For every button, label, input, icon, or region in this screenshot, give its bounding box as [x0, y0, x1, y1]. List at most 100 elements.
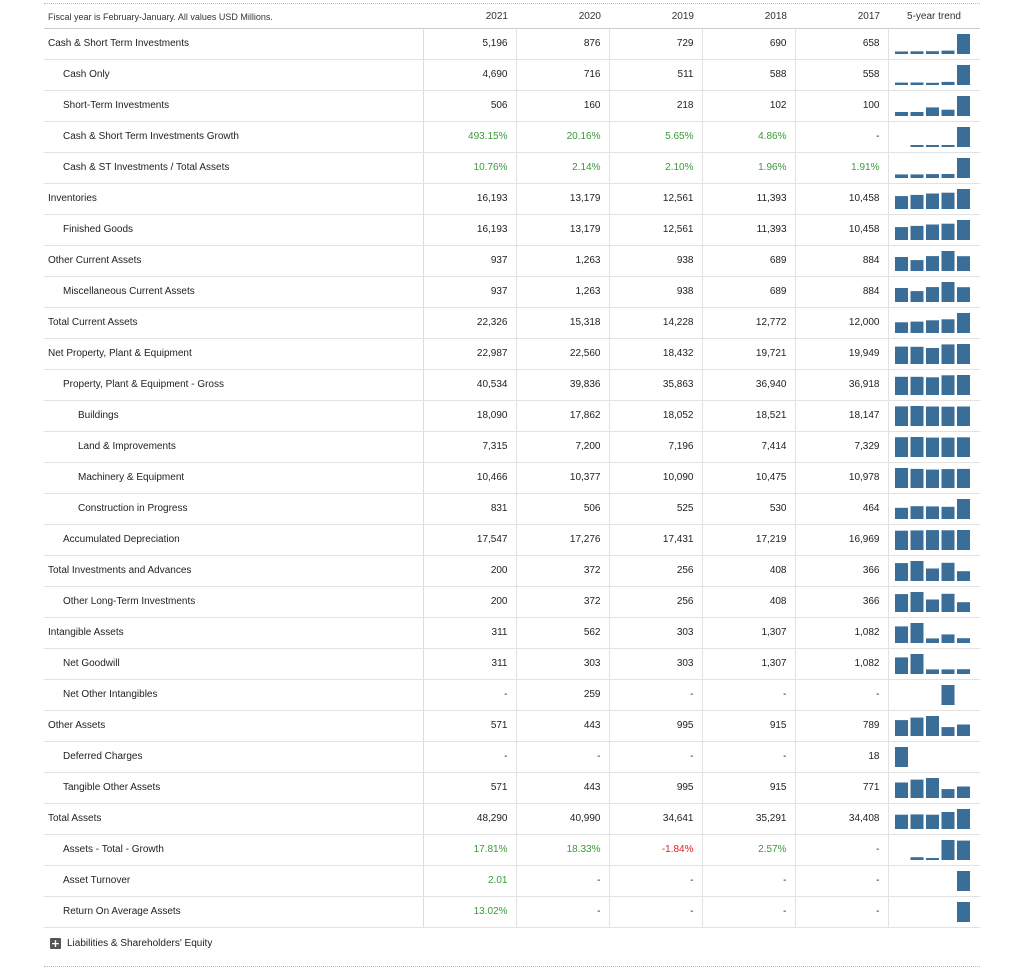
trend-cell	[887, 679, 980, 711]
trend-bar	[941, 668, 954, 674]
table-row: Total Investments and Advances 200 372 256 4…	[44, 555, 980, 587]
trend-bar	[910, 194, 923, 209]
trend-bar	[910, 505, 923, 519]
plus-icon[interactable]: +	[50, 937, 61, 950]
trend-sparkbar	[894, 622, 970, 643]
trend-bar	[925, 814, 939, 829]
value-cell-2020: -	[515, 896, 609, 928]
trend-bar	[941, 281, 954, 302]
trend-bar	[894, 746, 908, 767]
trend-cell	[887, 28, 980, 60]
trend-sparkbar	[894, 405, 970, 426]
trend-cell	[887, 462, 980, 494]
trend-cell	[887, 586, 980, 618]
value-cell-2017: 18,147	[794, 400, 888, 432]
trend-bar	[910, 50, 923, 54]
value-cell-2019: 10,090	[608, 462, 702, 494]
table-row: Cash & Short Term Investments 5,196 876 729…	[44, 28, 980, 60]
trend-bar	[956, 255, 970, 271]
value-cell-2021: 831	[422, 493, 516, 525]
value-cell-2020: 506	[515, 493, 609, 525]
trend-bar	[894, 625, 908, 643]
trend-bar	[910, 529, 923, 550]
value-cell-2020: 160	[515, 90, 609, 122]
value-cell-2021: 17.81%	[422, 834, 516, 866]
value-cell-2019: 303	[608, 617, 702, 649]
trend-bar	[941, 173, 954, 178]
trend-bar	[941, 250, 954, 271]
trend-bar	[956, 188, 970, 209]
row-label: Buildings	[44, 400, 423, 432]
row-label: Finished Goods	[44, 214, 423, 246]
value-cell-2018: 1.96%	[701, 152, 795, 184]
trend-bar	[956, 840, 970, 860]
value-cell-2017: 10,458	[794, 183, 888, 215]
row-label: Deferred Charges	[44, 741, 423, 773]
year-header-2019: 2019	[609, 6, 702, 29]
trend-header: 5-year trend	[888, 6, 980, 29]
value-cell-2019: 218	[608, 90, 702, 122]
value-cell-2021: 17,547	[422, 524, 516, 556]
trend-bar	[956, 436, 970, 457]
value-cell-2017: 34,408	[794, 803, 888, 835]
trend-bar	[956, 808, 970, 829]
trend-bar	[941, 406, 954, 426]
trend-bar	[910, 622, 923, 643]
trend-bar	[910, 856, 923, 860]
trend-bar	[956, 529, 970, 550]
trend-bar	[894, 814, 908, 829]
trend-sparkbar	[910, 126, 970, 147]
trend-sparkbar	[894, 374, 970, 395]
trend-bar	[956, 157, 970, 178]
trend-bar	[894, 195, 908, 209]
table-row: Inventories 16,193 13,179 12,561 11,393 10,45…	[44, 183, 980, 215]
value-cell-2021: 4,690	[422, 59, 516, 91]
trend-cell	[887, 896, 980, 928]
row-label: Tangible Other Assets	[44, 772, 423, 804]
value-cell-2021: 16,193	[422, 214, 516, 246]
row-label: Cash & Short Term Investments Growth	[44, 121, 423, 153]
value-cell-2020: 443	[515, 710, 609, 742]
value-cell-2017: 36,918	[794, 369, 888, 401]
value-cell-2021: 22,326	[422, 307, 516, 339]
trend-sparkbar	[894, 33, 970, 54]
value-cell-2020: 40,990	[515, 803, 609, 835]
table-row: Construction in Progress 831 506 525 530 464	[44, 493, 980, 525]
table-row: Land & Improvements 7,315 7,200 7,196 7,414 7…	[44, 431, 980, 463]
row-label: Inventories	[44, 183, 423, 215]
value-cell-2020: 7,200	[515, 431, 609, 463]
value-cell-2017: 884	[794, 245, 888, 277]
value-cell-2018: 10,475	[701, 462, 795, 494]
value-cell-2017: 884	[794, 276, 888, 308]
row-label: Cash Only	[44, 59, 423, 91]
trend-bar	[910, 225, 923, 240]
value-cell-2018: 4.86%	[701, 121, 795, 153]
table-row: Net Other Intangibles -259- - -	[44, 679, 980, 711]
fiscal-year-note: Fiscal year is February-January. All val…	[44, 6, 423, 29]
table-row: Asset Turnover 2.01- - - -	[44, 865, 980, 897]
trend-bar	[910, 436, 923, 457]
value-cell-2021: 40,534	[422, 369, 516, 401]
trend-bar	[894, 173, 908, 178]
row-label: Total Investments and Advances	[44, 555, 423, 587]
value-cell-2019: 256	[608, 586, 702, 618]
value-cell-2018: 408	[701, 586, 795, 618]
row-label: Assets - Total - Growth	[44, 834, 423, 866]
value-cell-2017: -	[794, 896, 888, 928]
value-cell-2017: -	[794, 834, 888, 866]
trend-sparkbar	[910, 839, 970, 860]
value-cell-2021: 493.15%	[422, 121, 516, 153]
value-cell-2020: 17,276	[515, 524, 609, 556]
value-cell-2019: 14,228	[608, 307, 702, 339]
trend-bar	[910, 259, 923, 271]
value-cell-2018: 690	[701, 28, 795, 60]
value-cell-2017: 16,969	[794, 524, 888, 556]
liabilities-section-toggle[interactable]: + Liabilities & Shareholders' Equity	[50, 938, 212, 949]
trend-sparkbar	[956, 901, 970, 922]
value-cell-2019: 995	[608, 772, 702, 804]
trend-bar	[894, 507, 908, 519]
row-label: Net Other Intangibles	[44, 679, 423, 711]
value-cell-2018: 18,521	[701, 400, 795, 432]
trend-bar	[910, 346, 923, 364]
trend-sparkbar	[894, 188, 970, 209]
